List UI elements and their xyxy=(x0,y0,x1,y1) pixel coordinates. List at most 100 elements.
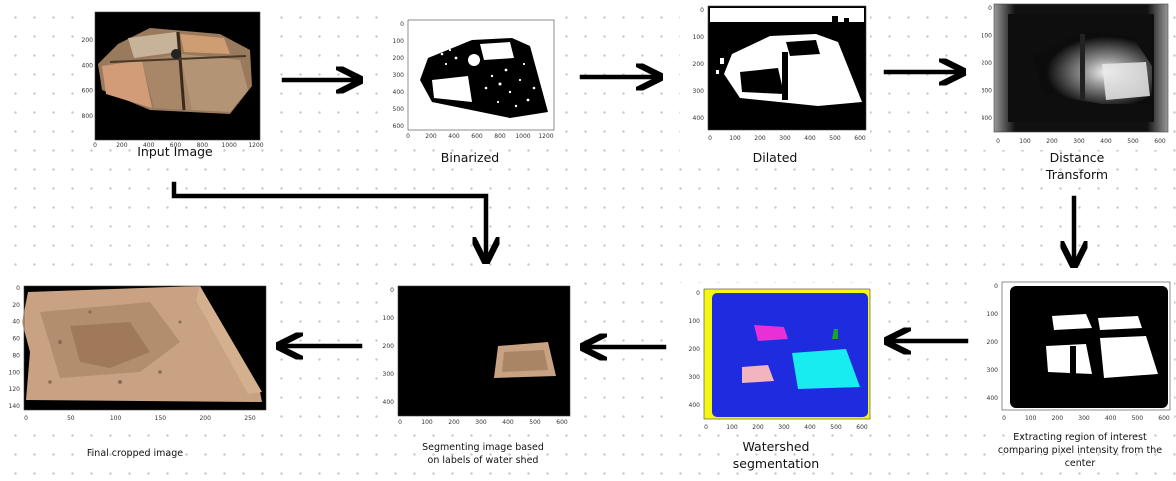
watershed-panel: 0 100 200 300 400 500 600 0 100 200 300 400 Waters… xyxy=(676,283,876,478)
binarized-panel: 0 200 400 600 800 1000 1200 0 100 200 300 400 500 60… xyxy=(380,14,560,165)
segmenting-x-tick-label: 600 xyxy=(556,419,568,426)
watershed-y-tick-label: 100 xyxy=(689,318,701,325)
segmenting-caption-line2: on labels of water shed xyxy=(427,454,539,466)
binarized-y-tick-label: 200 xyxy=(393,55,405,62)
dilated-caption: Dilated xyxy=(752,150,798,165)
final-cropped-caption: Final cropped image xyxy=(86,448,184,459)
final-y-tick-label: 60 xyxy=(12,336,20,343)
watershed-x-tick-label: 200 xyxy=(752,424,764,431)
segmenting-x-tick-label: 200 xyxy=(448,419,460,426)
roi-x-tick-label: 0 xyxy=(1002,415,1006,422)
final-y-tick-label: 100 xyxy=(9,369,21,376)
input-image-caption: Input Image xyxy=(137,144,213,159)
binarized-x-tick-label: 1200 xyxy=(538,133,553,140)
dilated-x-tick-label: 500 xyxy=(829,135,841,142)
distance-x-tick-label: 200 xyxy=(1046,138,1058,145)
distance-y-tick-label: 400 xyxy=(982,115,992,122)
final-y-tick-label: 40 xyxy=(12,319,20,326)
segmenting-y-tick-label: 0 xyxy=(390,287,394,294)
dilated-y-tick-label: 200 xyxy=(693,61,705,68)
dilated-x-tick-label: 200 xyxy=(754,135,766,142)
input-x-tick-label: 1000 xyxy=(222,142,237,148)
final-x-tick-label: 250 xyxy=(244,415,256,422)
dilated-x-tick-label: 100 xyxy=(729,135,741,142)
segmenting-x-tick-label: 500 xyxy=(529,419,541,426)
distance-y-tick-label: 200 xyxy=(982,60,992,67)
binarized-x-tick-label: 800 xyxy=(494,133,506,140)
final-cropped-panel: 0 50 100 150 200 250 0 20 40 60 80 100 120 140 Final… xyxy=(0,282,272,477)
final-y-tick-label: 80 xyxy=(12,352,20,359)
binarized-x-tick-label: 1000 xyxy=(515,133,530,140)
roi-plot: 0 100 200 300 400 500 600 0 100 200 300 400 xyxy=(987,281,1171,422)
segmenting-x-tick-label: 100 xyxy=(421,419,433,426)
segmenting-x-tick-label: 0 xyxy=(398,419,402,426)
roi-y-tick-label: 300 xyxy=(987,367,999,374)
dilated-x-tick-label: 0 xyxy=(708,135,712,142)
roi-y-tick-label: 100 xyxy=(987,311,999,318)
roi-x-tick-label: 100 xyxy=(1025,415,1037,422)
watershed-x-tick-label: 300 xyxy=(778,424,790,431)
binarized-caption: Binarized xyxy=(440,150,500,165)
watershed-x-tick-label: 500 xyxy=(830,424,842,431)
roi-y-tick-label: 400 xyxy=(987,395,999,402)
input-x-tick-label: 0 xyxy=(93,142,97,148)
segmenting-y-tick-label: 100 xyxy=(383,315,395,322)
arrow-input-to-segmenting xyxy=(171,181,486,256)
binarized-y-tick-label: 300 xyxy=(393,72,405,79)
watershed-caption-line1: Watershed xyxy=(742,439,810,454)
watershed-x-tick-label: 100 xyxy=(726,424,738,431)
dilated-y-tick-label: 0 xyxy=(700,7,704,14)
input-x-tick-label: 800 xyxy=(197,142,209,148)
dilated-x-tick-label: 300 xyxy=(779,135,791,142)
binarized-y-tick-label: 0 xyxy=(400,21,404,28)
segmenting-caption: Segmenting image based on labels of wate… xyxy=(398,442,568,468)
watershed-y-tick-label: 200 xyxy=(689,346,701,353)
final-y-tick-label: 140 xyxy=(9,403,21,410)
dilated-y-tick-label: 400 xyxy=(693,115,705,122)
final-x-tick-label: 150 xyxy=(155,415,167,422)
roi-x-tick-label: 400 xyxy=(1105,415,1117,422)
watershed-y-tick-label: 400 xyxy=(689,402,701,409)
dilated-y-tick-label: 100 xyxy=(693,34,705,41)
watershed-plot: 0 100 200 300 400 500 600 0 100 200 300 400 xyxy=(689,288,871,431)
dilated-plot: 0 100 200 300 400 500 600 0 100 200 300 400 xyxy=(693,5,867,142)
dilated-x-tick-label: 400 xyxy=(804,135,816,142)
roi-x-tick-label: 500 xyxy=(1132,415,1144,422)
segmenting-plot: 0 100 200 300 400 500 600 0 100 200 300 400 xyxy=(383,285,571,426)
dilated-panel: 0 100 200 300 400 500 600 0 100 200 300 400 Dilate… xyxy=(680,2,870,167)
roi-caption: Extracting region of interest comparing … xyxy=(997,432,1163,469)
binarized-x-tick-label: 400 xyxy=(448,133,460,140)
input-x-tick-label: 200 xyxy=(116,142,128,148)
distance-x-tick-label: 400 xyxy=(1100,138,1112,145)
input-y-tick-label: 400 xyxy=(82,62,94,69)
roi-x-tick-label: 200 xyxy=(1052,415,1064,422)
final-x-tick-label: 200 xyxy=(199,415,211,422)
segmenting-y-tick-label: 200 xyxy=(383,343,395,350)
watershed-caption: Watershed segmentation xyxy=(721,439,831,473)
final-x-tick-label: 0 xyxy=(24,415,28,422)
input-x-tick-label: 600 xyxy=(170,142,182,148)
watershed-x-tick-label: 600 xyxy=(856,424,868,431)
final-y-tick-label: 120 xyxy=(9,386,21,393)
input-image-plot: 0 200 400 600 800 1000 1200 200 400 600 800 xyxy=(82,11,264,148)
final-y-tick-label: 0 xyxy=(16,285,20,292)
roi-y-tick-label: 200 xyxy=(987,339,999,346)
binarized-y-tick-label: 100 xyxy=(393,38,405,45)
distance-y-tick-label: 300 xyxy=(982,88,992,95)
segmenting-y-tick-label: 300 xyxy=(383,371,395,378)
input-x-tick-label: 400 xyxy=(143,142,155,148)
watershed-y-tick-label: 0 xyxy=(696,290,700,297)
binarized-x-tick-label: 0 xyxy=(406,133,410,140)
binarized-plot: 0 200 400 600 800 1000 1200 0 100 200 300 400 500 60… xyxy=(393,19,555,140)
final-cropped-plot: 0 50 100 150 200 250 0 20 40 60 80 100 120 140 xyxy=(9,285,267,422)
roi-x-tick-label: 600 xyxy=(1158,415,1170,422)
input-y-tick-label: 200 xyxy=(82,37,94,44)
binarized-x-tick-label: 200 xyxy=(425,133,437,140)
segmenting-y-tick-label: 400 xyxy=(383,399,395,406)
distance-y-tick-label: 100 xyxy=(982,33,992,40)
input-image-panel: 0 200 400 600 800 1000 1200 200 400 600 800 Input… xyxy=(80,8,270,168)
input-y-tick-label: 800 xyxy=(82,113,94,120)
dilated-x-tick-label: 600 xyxy=(854,135,866,142)
binarized-y-tick-label: 600 xyxy=(393,123,405,130)
distance-x-tick-label: 0 xyxy=(996,138,1000,145)
